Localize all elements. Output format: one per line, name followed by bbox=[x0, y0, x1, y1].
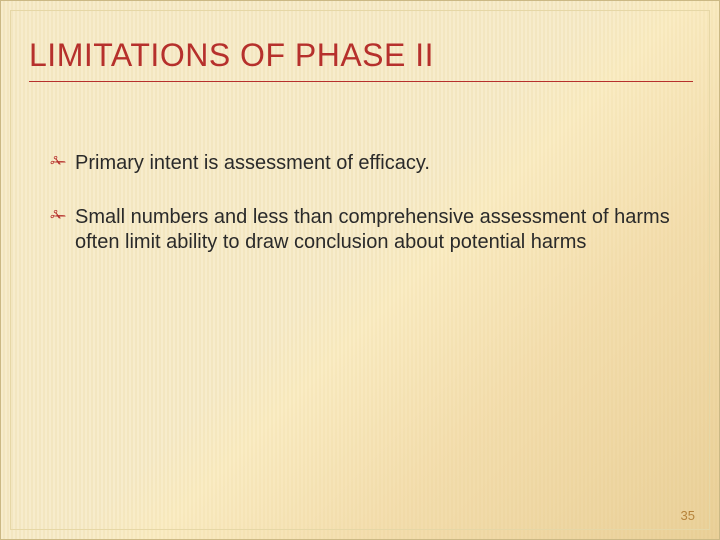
slide-body: ✁ Primary intent is assessment of effica… bbox=[49, 151, 679, 284]
list-item: ✁ Small numbers and less than comprehens… bbox=[49, 205, 679, 256]
title-part-2: PHASE II bbox=[295, 37, 434, 73]
bullet-icon: ✁ bbox=[49, 205, 75, 229]
bullet-text: Small numbers and less than comprehensiv… bbox=[75, 205, 679, 256]
slide-title: LIMITATIONS OF PHASE II bbox=[29, 37, 691, 74]
slide: LIMITATIONS OF PHASE II ✁ Primary intent… bbox=[0, 0, 720, 540]
bullet-icon: ✁ bbox=[49, 151, 75, 175]
title-part-1: LIMITATIONS OF bbox=[29, 37, 295, 73]
title-underline bbox=[29, 81, 693, 82]
bullet-text: Primary intent is assessment of efficacy… bbox=[75, 151, 679, 177]
page-number: 35 bbox=[681, 508, 695, 523]
list-item: ✁ Primary intent is assessment of effica… bbox=[49, 151, 679, 177]
